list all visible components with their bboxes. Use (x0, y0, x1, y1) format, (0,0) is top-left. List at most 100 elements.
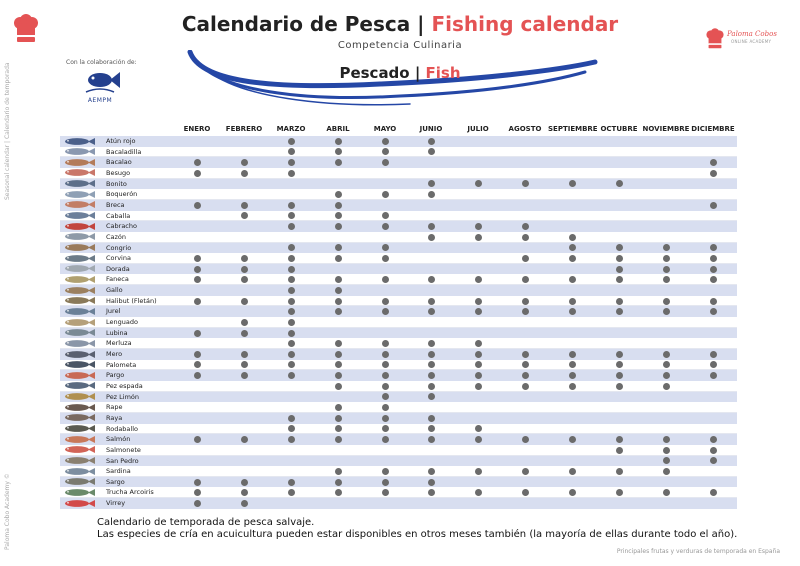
season-dot (568, 233, 576, 241)
section-main: Pescado | (339, 64, 426, 82)
brand-chef-hat-icon (706, 28, 724, 49)
row-stripe (60, 498, 737, 509)
month-header: ENERO (183, 125, 211, 133)
page-subtitle: Competencia Culinaria (337, 40, 463, 51)
fish-icon (65, 329, 95, 337)
season-dot (662, 457, 670, 465)
season-dot (240, 372, 248, 380)
season-dot (521, 382, 529, 390)
row-divider (60, 220, 737, 222)
season-dot (709, 201, 717, 209)
season-dot (474, 382, 482, 390)
season-dot (427, 340, 435, 348)
month-header: OCTUBRE (600, 125, 638, 133)
row-stripe (60, 263, 737, 275)
row-stripe (60, 285, 737, 296)
season-dot (240, 159, 248, 167)
season-dot (334, 297, 342, 305)
fish-name: Breca (106, 200, 125, 209)
section-title: Pescado | Fish (0, 64, 800, 82)
season-dot (334, 212, 342, 220)
season-dot (381, 254, 389, 262)
season-dot (193, 372, 201, 380)
season-dot (193, 350, 201, 358)
season-dot (709, 265, 717, 273)
fish-name: Pargo (106, 371, 125, 380)
season-dot (709, 297, 717, 305)
season-dot (240, 361, 248, 369)
row-divider (60, 475, 737, 477)
brand-name: Paloma Cobos (727, 30, 777, 38)
fish-icon (65, 265, 95, 273)
season-dot (381, 361, 389, 369)
season-dot (427, 308, 435, 316)
season-dot (334, 137, 342, 145)
fish-icon (65, 488, 95, 496)
season-dot (709, 350, 717, 358)
section-accent: Fish (425, 64, 461, 82)
season-dot (709, 169, 717, 177)
chef-hat-icon (14, 14, 38, 42)
fish-icon (65, 339, 95, 347)
season-dot (287, 223, 295, 231)
month-header: MARZO (276, 125, 306, 133)
season-dot (662, 350, 670, 358)
season-dot (381, 404, 389, 412)
season-dot (240, 212, 248, 220)
season-dot (521, 436, 529, 444)
row-stripe (60, 199, 737, 211)
row-stripe (60, 306, 737, 318)
row-stripe (60, 370, 737, 381)
row-divider (60, 497, 737, 499)
season-dot (381, 489, 389, 497)
season-dot (193, 489, 201, 497)
fish-name: Mero (106, 350, 123, 358)
month-header: NOVIEMBRE (642, 125, 690, 133)
season-dot (709, 446, 717, 454)
fish-name: Boquerón (106, 190, 138, 199)
season-dot (287, 340, 295, 348)
month-header: JULIO (467, 125, 489, 133)
season-dot (193, 265, 201, 273)
row-stripe (60, 327, 737, 339)
month-header: MAYO (373, 125, 397, 133)
season-dot (662, 382, 670, 390)
season-dot (381, 148, 389, 156)
fish-name: Salmón (106, 435, 131, 444)
season-dot (709, 457, 717, 465)
fish-icon (65, 222, 95, 230)
season-dot (381, 244, 389, 252)
season-dot (381, 436, 389, 444)
fish-icon (65, 393, 95, 401)
fish-name: Pez espada (106, 381, 143, 390)
season-dot (427, 297, 435, 305)
row-divider (60, 284, 737, 286)
season-dot (615, 382, 623, 390)
season-dot (381, 223, 389, 231)
aempm-logo-icon (85, 72, 120, 93)
season-dot (334, 286, 342, 294)
fish-icon (65, 499, 95, 507)
fish-name: Gallo (106, 286, 123, 295)
season-dot (240, 499, 248, 507)
season-dot (193, 361, 201, 369)
aempm-logo-text: AEMPM (87, 97, 113, 104)
season-dot (568, 361, 576, 369)
season-dot (427, 425, 435, 433)
season-dot (709, 244, 717, 252)
season-dot (381, 308, 389, 316)
footer-credit: Principales frutas y verduras de tempora… (616, 548, 780, 555)
note-aquaculture: Las especies de cría en acuicultura pued… (97, 529, 738, 540)
fish-icon (65, 478, 95, 486)
season-dot (615, 436, 623, 444)
season-dot (521, 350, 529, 358)
season-dot (334, 254, 342, 262)
season-dot (615, 446, 623, 454)
fish-icon (65, 201, 95, 209)
season-dot (381, 159, 389, 167)
season-dot (521, 180, 529, 188)
season-dot (615, 361, 623, 369)
fish-name: Sardina (106, 467, 131, 476)
month-header: DICIEMBRE (691, 125, 735, 133)
season-dot (287, 265, 295, 273)
